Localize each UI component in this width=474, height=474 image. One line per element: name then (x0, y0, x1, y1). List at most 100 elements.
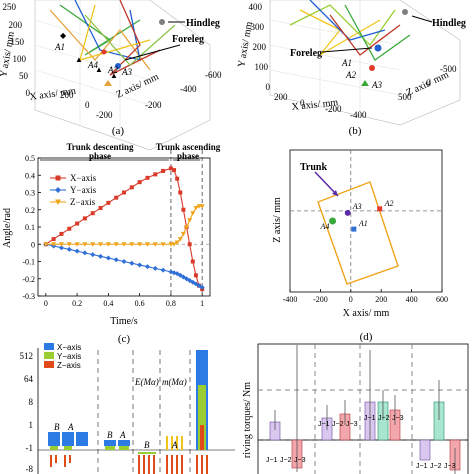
panel-e-legend-z: Z−axis (57, 361, 81, 370)
panel-c-xtick-label: 0.4 (103, 299, 113, 308)
panel-b-xlabel: X axis/ mm (291, 97, 339, 113)
panel-e-ytick: 64 (24, 374, 34, 384)
panel-d-points: A1 A2 A3 A4 (320, 199, 394, 232)
panel-d-xtick-label: 600 (436, 295, 448, 304)
panel-e-legend-y: Y−axis (57, 352, 81, 361)
panel-d-point (329, 217, 337, 225)
panel-c-data-point (98, 253, 104, 259)
panel-e-group-label: A (119, 430, 126, 440)
panel-c-label: (c) (118, 333, 131, 345)
panel-c-data-point (90, 252, 96, 258)
panel-c-data-point (113, 257, 119, 263)
panel-b-label: (b) (349, 125, 362, 137)
panel-c-data-point (121, 259, 127, 264)
panel-c-data-point (129, 185, 134, 190)
panel-f-bar-label: J−2 (430, 463, 442, 470)
panel-c-data-point (193, 206, 199, 211)
panel-e: 512 64 8 1 -1 -8 X−axis Y−axis Z−axis (20, 343, 235, 474)
panel-c-data-point (66, 246, 72, 252)
panel-c-legend: X−axis Y−axis Z−axis (50, 173, 97, 207)
panel-f-bar-label: J−1 (364, 415, 376, 422)
panel-c-data-point (144, 264, 150, 270)
panel-c-data-point (160, 267, 166, 273)
panel-c-data-point (145, 175, 150, 180)
panel-b-a1: A1 (341, 58, 352, 68)
panel-c-data-point (58, 245, 64, 251)
panel-b-ytick: 200 (253, 42, 267, 52)
panel-c-data-point (178, 190, 183, 195)
panel-a-a2: A2 (107, 65, 118, 75)
panel-a-a1: A1 (54, 42, 65, 52)
panel-e-group-label: B (144, 440, 150, 450)
panel-c-data-point (113, 242, 119, 247)
panel-c-data-point (137, 242, 143, 247)
panel-c-data-point (129, 242, 135, 247)
panel-a: ◆ ▲ ▲ ▲ Hindleg Foreleg A1 A4 A2 A3 250 … (0, 0, 222, 151)
panel-c-data-point (74, 242, 80, 247)
panel-c-phase-right-2: phase (177, 151, 199, 161)
panel-c-data-point (58, 242, 64, 247)
panel-c-y-ticks: 0.5 0.4 0.3 0.2 0.1 0 -0.1 -0.2 -0.3 (22, 154, 41, 301)
svg-text:▲: ▲ (95, 65, 103, 74)
panel-b-ztick: 0 (426, 78, 431, 88)
panel-a-xtick: 0 (85, 100, 90, 110)
panel-c-data-point (90, 211, 95, 216)
panel-c-data-point (74, 248, 80, 254)
panel-f-bar-label: J−2 (332, 421, 344, 428)
panel-f-bar-label: J−1 (266, 457, 278, 464)
panel-c-ytick-label: -0.2 (22, 275, 35, 284)
panel-b-ytick: 0 (266, 82, 271, 92)
panel-c-x-ticks: 0 0.2 0.4 0.6 0.8 1 (44, 293, 204, 308)
panel-c-data-point (122, 190, 126, 195)
panel-c-data-point (168, 242, 174, 247)
panel-f-bar-label: J−1 (416, 463, 428, 470)
panel-c-data-point (152, 242, 158, 247)
panel-b-hindleg: Hindleg (432, 18, 466, 29)
panel-c-data-point (199, 204, 205, 209)
panel-c-data-point (106, 200, 111, 205)
panel-c-data-point (137, 262, 143, 268)
panel-c-phase-left-2: phase (89, 151, 111, 161)
panel-c-data-point (160, 242, 166, 247)
panel-c-data-point (82, 250, 88, 256)
panel-b-xtick: -400 (350, 110, 367, 120)
panel-c-ytick-label: 0.5 (25, 154, 35, 163)
panel-d-point (351, 226, 357, 232)
panel-c-data-point (121, 242, 127, 247)
panel-c-legend-marker (55, 175, 61, 181)
panel-d-point-label: A4 (320, 222, 330, 231)
panel-b-a3: A3 (371, 80, 382, 90)
panel-d-x-ticks: -400 -200 0 200 400 600 (283, 289, 448, 304)
panel-b-ztick: -500 (440, 64, 457, 74)
panel-e-ytick: 8 (29, 397, 34, 407)
panel-b-zlabel: Z axis/ mm (405, 69, 451, 98)
panel-c-ytick-label: 0.4 (25, 171, 35, 180)
panel-c-data-point (98, 242, 104, 247)
panel-c-data-point (187, 218, 193, 223)
panel-a-label: (a) (112, 125, 125, 137)
panel-d-trunk-label: Trunk (300, 162, 327, 173)
panel-c-data-point (190, 211, 196, 216)
panel-e-ytick: -8 (26, 464, 34, 474)
panel-d-xtick-label: 0 (349, 295, 353, 304)
panel-d: -400 -200 0 200 400 600 Trunk A1 A2 A3 A4 Z axis… (272, 149, 448, 343)
panel-c-legend-label: X−axis (70, 173, 97, 183)
panel-c-data-point (161, 168, 166, 173)
panel-b-box (269, 0, 461, 126)
panel-d-xtick-label: -400 (283, 295, 298, 304)
panel-c-ytick-label: -0.1 (22, 258, 35, 267)
panel-c-data-point (193, 273, 198, 278)
panel-c-ytick-label: 0.2 (25, 206, 35, 215)
panel-c-ytick-label: 0.1 (25, 223, 35, 232)
panel-c-data-point (129, 260, 135, 266)
panel-f-ylabel: riving torques/ Nm (242, 382, 253, 458)
panel-c-data-point (184, 225, 190, 230)
panel-c-legend-label: Z−axis (70, 197, 96, 207)
panel-e-ytick: -1 (26, 443, 34, 453)
svg-text:◆: ◆ (60, 31, 67, 40)
panel-c-data-point (98, 206, 103, 211)
panel-d-point-label: A3 (352, 202, 362, 211)
panel-d-point (344, 209, 351, 216)
panel-a-box (34, 0, 211, 151)
